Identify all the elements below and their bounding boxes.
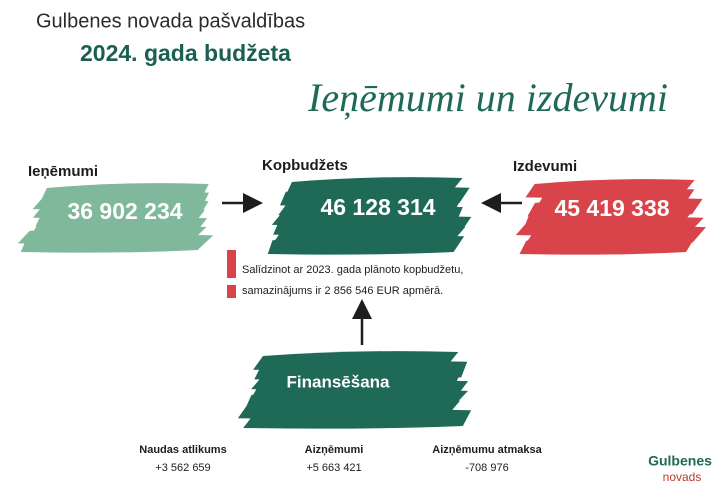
item-label: Aizņēmumi (305, 444, 364, 456)
financing-label: Finansēšana (287, 372, 391, 391)
note-line: Salīdzinot ar 2023. gada plānoto kopbudž… (242, 264, 463, 276)
total-label: Kopbudžets (262, 157, 348, 174)
item-label: Aizņēmumu atmaksa (432, 444, 542, 456)
total-value: 46 128 314 (320, 194, 435, 220)
subtitle: Gulbenes novada pašvaldības (36, 10, 305, 32)
note-marker (227, 285, 236, 298)
note-line: samazinājums ir 2 856 546 EUR apmērā. (242, 285, 443, 297)
item-value: +3 562 659 (155, 462, 210, 474)
note-marker (227, 250, 236, 278)
script-title: Ieņēmumi un izdevumi (307, 75, 668, 120)
item-value: -708 976 (465, 462, 508, 474)
title: 2024. gada budžeta (80, 40, 291, 66)
infographic: Gulbenes novada pašvaldības 2024. gada b… (0, 0, 719, 487)
logo-line: novads (663, 470, 702, 484)
revenue-label: Ieņēmumi (28, 163, 98, 180)
logo-line: Gulbenes (648, 453, 712, 469)
item-label: Naudas atlikums (139, 444, 226, 456)
item-value: +5 663 421 (306, 462, 361, 474)
expenses-value: 45 419 338 (554, 195, 669, 221)
revenue-value: 36 902 234 (67, 198, 182, 224)
expenses-label: Izdevumi (513, 158, 577, 175)
